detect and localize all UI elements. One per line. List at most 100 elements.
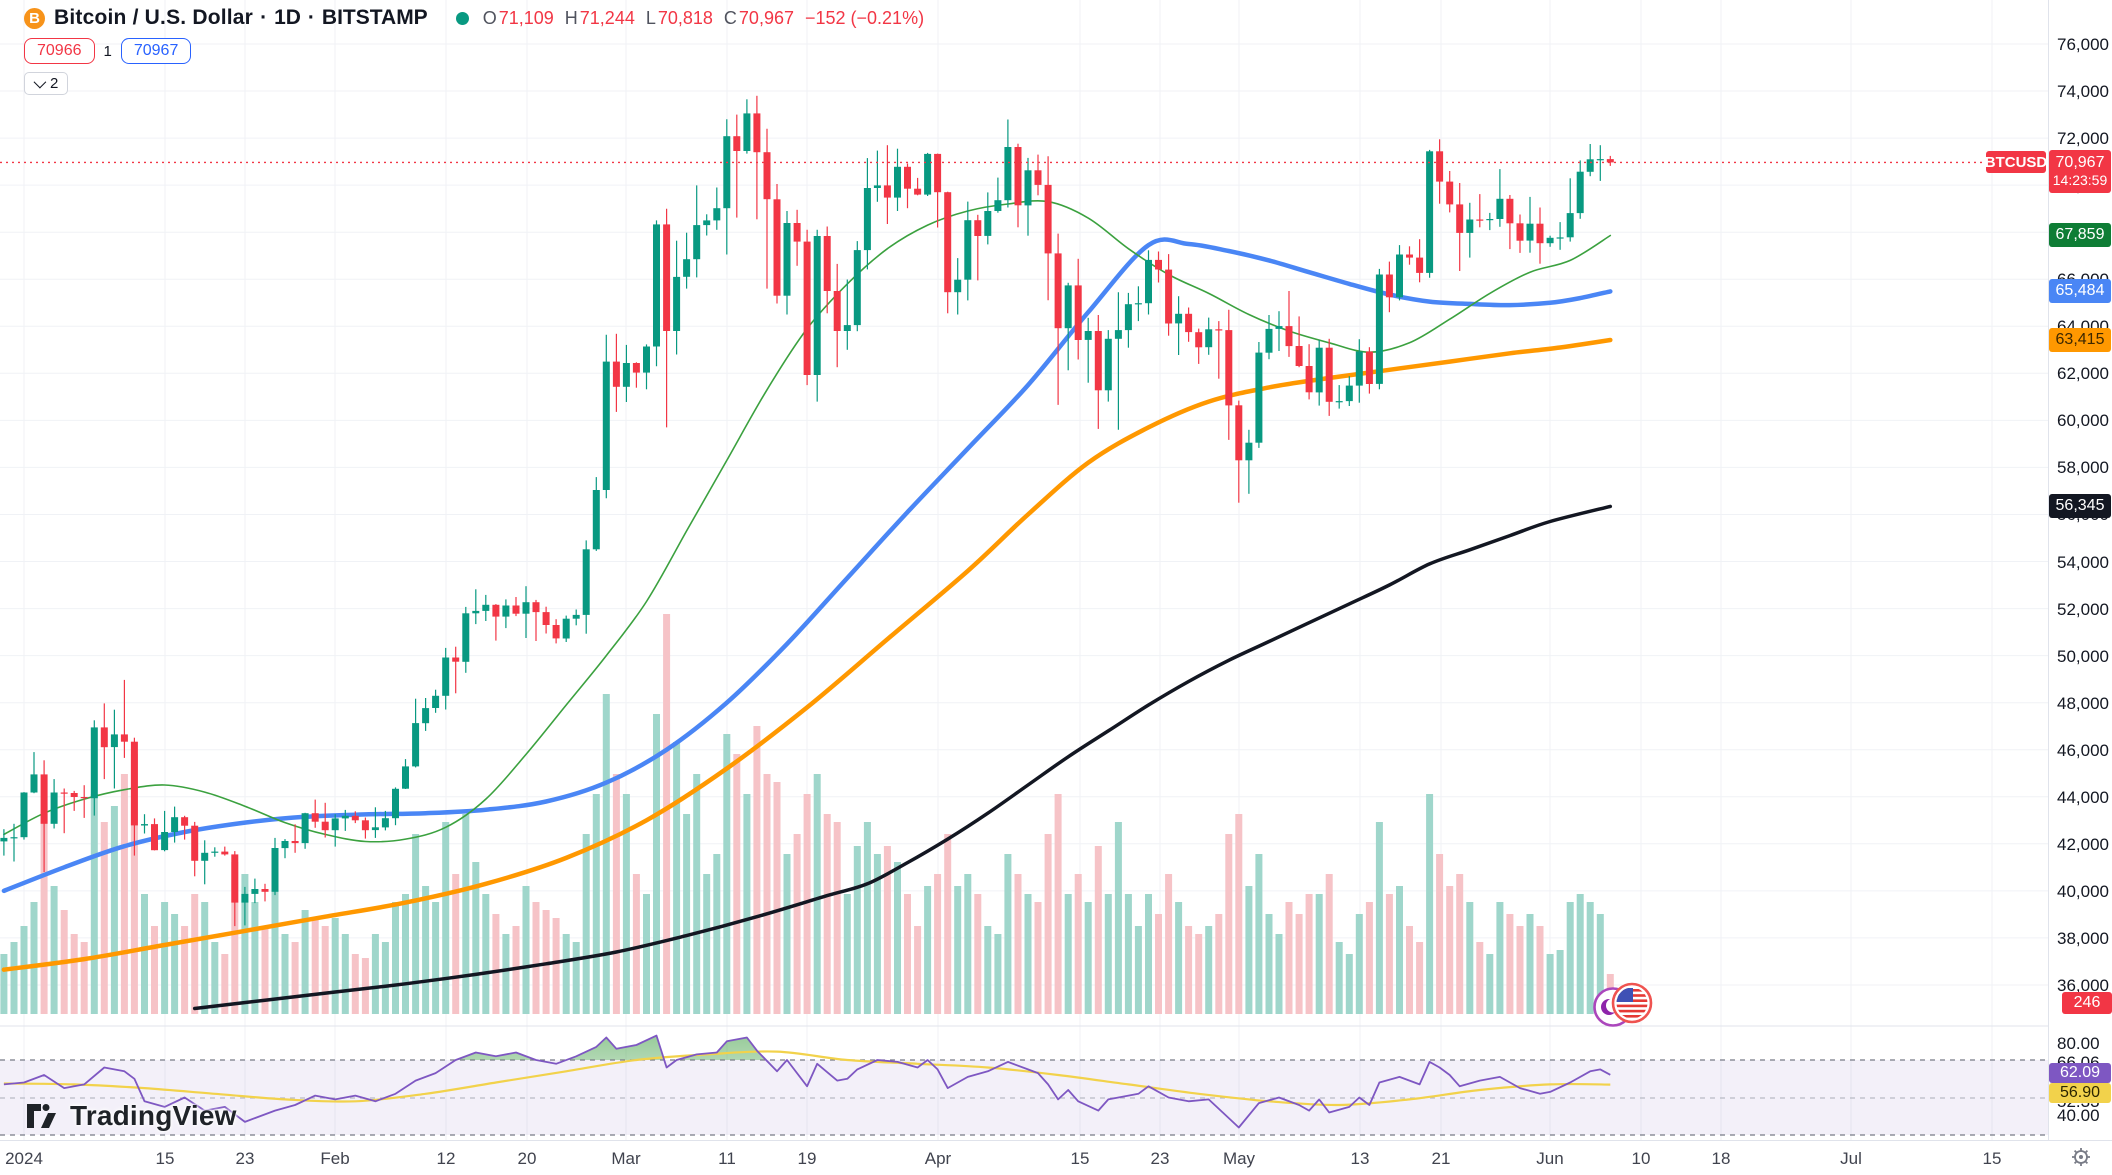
volume-bar [462, 814, 470, 1014]
volume-bar [703, 874, 711, 1014]
candle-body [321, 821, 329, 831]
time-axis-label: 12 [436, 1149, 456, 1168]
axis-settings-gear-icon[interactable] [2070, 1146, 2092, 1168]
candle-body [1134, 303, 1142, 305]
volume-bar [592, 794, 600, 1014]
volume-bar [1084, 902, 1092, 1014]
candle-body [1606, 159, 1614, 163]
volume-bar [1054, 794, 1062, 1014]
price-axis-label: 44,000 [2057, 787, 2109, 807]
volume-bar [823, 814, 831, 1014]
candle-body [20, 792, 28, 838]
time-axis-label: 21 [1431, 1149, 1451, 1168]
candle-body [1486, 219, 1494, 221]
candle-body [482, 604, 490, 611]
volume-bar [80, 942, 88, 1014]
candle-body [552, 625, 560, 639]
candle-body [221, 851, 229, 855]
indicators-collapse-button[interactable]: 2 [24, 72, 69, 95]
rsi-ma-badge: 56.90 [2049, 1083, 2111, 1103]
price-axis-label: 60,000 [2057, 411, 2109, 431]
volume-bar [251, 902, 259, 1014]
buy-button[interactable]: 70967 [120, 38, 192, 64]
candle-body [80, 797, 88, 799]
candle-body [924, 153, 932, 195]
volume-bar [442, 822, 450, 1014]
indicators-count: 2 [50, 75, 59, 92]
volume-bar [954, 886, 962, 1014]
candle-body [602, 361, 610, 490]
time-axis-label: 11 [718, 1149, 736, 1168]
candle-body [1275, 326, 1283, 329]
candle-body [341, 815, 349, 819]
candle-body [582, 549, 590, 615]
candle-body [0, 837, 8, 842]
time-axis[interactable] [0, 1140, 2112, 1175]
volume-bar [1586, 902, 1594, 1014]
candle-body [110, 734, 118, 748]
volume-bar [351, 954, 359, 1014]
candle-body [231, 854, 239, 903]
candle-body [1576, 171, 1584, 214]
volume-bar [1375, 822, 1383, 1014]
candle-body [1175, 313, 1183, 324]
volume-bar [1145, 894, 1152, 1014]
candle-body [873, 185, 881, 188]
interval-label[interactable]: 1D [274, 6, 301, 29]
candle-body [1185, 313, 1193, 333]
price-axis-label: 62,000 [2057, 364, 2109, 384]
volume-bar [261, 926, 269, 1014]
volume-bar [883, 846, 891, 1014]
event-flags-icon[interactable] [1590, 980, 1660, 1030]
volume-bar [1496, 902, 1504, 1014]
volume-bar [1185, 926, 1193, 1014]
exchange-label[interactable]: BITSTAMP [321, 6, 428, 29]
volume-bar [984, 926, 992, 1014]
candle-body [1496, 198, 1504, 219]
candle-body [1416, 257, 1424, 273]
candle-body [562, 618, 570, 639]
volume-badge: 246 [2062, 992, 2112, 1014]
ma-blue-badge: 65,484 [2049, 279, 2111, 303]
volume-bar [0, 954, 8, 1014]
volume-bar [321, 926, 329, 1014]
candle-body [261, 889, 269, 892]
candle-body [622, 363, 630, 387]
volume-bar [341, 934, 349, 1014]
volume-bar [1486, 954, 1494, 1014]
candle-body [331, 818, 339, 831]
volume-bar [10, 942, 18, 1014]
volume-bar [1165, 874, 1173, 1014]
candle-body [151, 824, 158, 851]
volume-bar [432, 902, 440, 1014]
candle-body [1255, 352, 1263, 443]
candle-body [1024, 170, 1032, 206]
title-separator: · [260, 6, 268, 29]
candle-body [70, 793, 78, 797]
candle-body [1104, 338, 1112, 391]
time-axis-label: 2024 [5, 1149, 43, 1168]
candle-body [1556, 237, 1564, 239]
candle-body [1436, 151, 1444, 182]
candle-body [1195, 332, 1203, 348]
volume-bar [813, 774, 821, 1014]
candle-body [472, 610, 480, 614]
time-axis-label: May [1222, 1149, 1256, 1168]
candle-body [773, 199, 781, 296]
symbol-title[interactable]: Bitcoin / U.S. Dollar [54, 6, 254, 29]
sell-button[interactable]: 70966 [24, 38, 95, 64]
candle-body [432, 695, 440, 708]
rsi-ma-line [3, 1050, 1611, 1107]
volume-bar [1576, 894, 1584, 1014]
candle-body [422, 708, 430, 724]
candle-body [974, 220, 982, 236]
candle-body [90, 727, 98, 799]
volume-bar [1476, 942, 1484, 1014]
candle-body [1355, 351, 1363, 386]
candle-body [632, 363, 640, 373]
candle-body [1155, 259, 1162, 270]
candle-body [703, 220, 711, 226]
candle-body [673, 276, 681, 331]
tradingview-logo[interactable]: TradingView [26, 1100, 237, 1132]
